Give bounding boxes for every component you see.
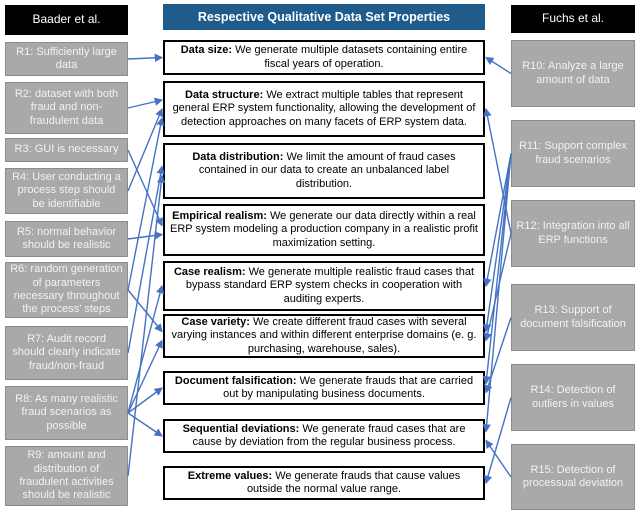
arrow-R3-to-empirical-realism [127, 149, 163, 227]
property-description: We generate frauds that cause values out… [246, 469, 461, 495]
requirement-R6: R6: random generation of parameters nece… [5, 262, 128, 318]
property-term: Sequential deviations: [182, 422, 300, 435]
property-term: Data structure: [185, 88, 264, 101]
arrow-R13-to-document-falsification [484, 317, 512, 394]
property-sequential-deviations: Sequential deviations: We generate fraud… [163, 419, 485, 453]
requirement-R4: R4: User conducting a process step shoul… [5, 168, 128, 214]
arrow-R12-to-data-structure [483, 107, 512, 234]
property-description: We limit the amount of fraud cases conta… [198, 150, 456, 190]
arrow-R6-to-case-variety [127, 289, 163, 333]
center-column-header: Respective Qualitative Data Set Properti… [163, 4, 485, 30]
arrow-R7-to-data-distribution [127, 165, 165, 354]
arrow-R11-to-case-realism [483, 153, 512, 288]
arrow-R1-to-data-size [127, 53, 164, 63]
arrow-R9-to-data-distribution [127, 174, 166, 477]
property-extreme-values: Extreme values: We generate frauds that … [163, 466, 485, 500]
property-description: We generate multiple datasets containing… [235, 44, 468, 70]
requirement-R2: R2: dataset with both fraud and non-frau… [5, 82, 128, 134]
property-empirical-realism: Empirical realism: We generate our data … [163, 204, 485, 256]
arrow-R11-to-document-falsification [482, 153, 512, 385]
requirement-R1: R1: Sufficiently large data [5, 42, 128, 76]
arrow-R8-to-sequential-deviations [127, 412, 163, 437]
arrow-R11-to-sequential-deviations [482, 153, 512, 433]
property-description: We create different fraud cases with sev… [171, 315, 477, 355]
property-description: We extract multiple tables that represen… [172, 88, 476, 128]
property-term: Data distribution: [192, 150, 284, 163]
requirement-R14: R14: Detection of outliers in values [511, 364, 635, 431]
requirement-R7: R7: Audit record should clearly indicate… [5, 326, 128, 380]
arrow-R15-to-sequential-deviations [485, 439, 512, 478]
property-description: We generate multiple realistic fraud cas… [185, 265, 475, 305]
arrow-R14-to-extreme-values [484, 397, 512, 485]
right-column-header: Fuchs et al. [511, 5, 635, 33]
property-description: We generate frauds that are carried out … [223, 374, 474, 400]
arrow-R4-to-data-structure [127, 107, 164, 192]
requirement-R15: R15: Detection of processual deviation [511, 444, 635, 510]
property-data-structure: Data structure: We extract multiple tabl… [163, 81, 485, 137]
requirement-R10: R10: Analyze a large amount of data [511, 40, 635, 107]
requirement-R9: R9: amount and distribution of fraudulen… [5, 446, 128, 506]
property-data-distribution: Data distribution: We limit the amount o… [163, 143, 485, 199]
arrow-R2-to-data-structure [127, 97, 164, 109]
arrow-R10-to-data-size [485, 56, 512, 75]
property-term: Data size: [180, 44, 233, 57]
property-term: Extreme values: [187, 469, 273, 482]
property-document-falsification: Document falsification: We generate frau… [163, 371, 485, 405]
requirement-R11: R11: Support complex fraud scenarios [511, 120, 635, 187]
arrow-R11-to-case-variety [482, 153, 512, 333]
arrow-R8-to-case-variety [127, 339, 163, 414]
property-description: We generate fraud cases that are cause b… [192, 422, 466, 448]
arrow-R8-to-case-realism [127, 284, 165, 414]
requirement-R12: R12: Integration into all ERP functions [511, 200, 635, 267]
property-description: We generate our data directly within a r… [170, 209, 478, 249]
property-term: Case realism: [173, 265, 246, 278]
arrow-R5-to-empirical-realism [127, 231, 164, 240]
property-case-realism: Case realism: We generate multiple reali… [163, 261, 485, 311]
requirement-R8: R8: As many realistic fraud scenarios as… [5, 386, 128, 440]
property-case-variety: Case variety: We create different fraud … [163, 314, 485, 358]
property-term: Document falsification: [174, 374, 297, 387]
left-column-header: Baader et al. [5, 5, 128, 35]
property-term: Empirical realism: [172, 209, 267, 222]
requirement-R5: R5: normal behavior should be realistic [5, 221, 128, 257]
property-data-size: Data size: We generate multiple datasets… [163, 40, 485, 75]
arrow-R8-to-document-falsification [127, 387, 163, 414]
requirement-R3: R3: GUI is necessary [5, 138, 128, 162]
arrow-R6-to-data-structure [127, 116, 165, 291]
requirement-R13: R13: Support of document falsification [511, 284, 635, 351]
property-term: Case variety: [181, 315, 250, 328]
arrow-R12-to-case-variety [483, 233, 512, 342]
